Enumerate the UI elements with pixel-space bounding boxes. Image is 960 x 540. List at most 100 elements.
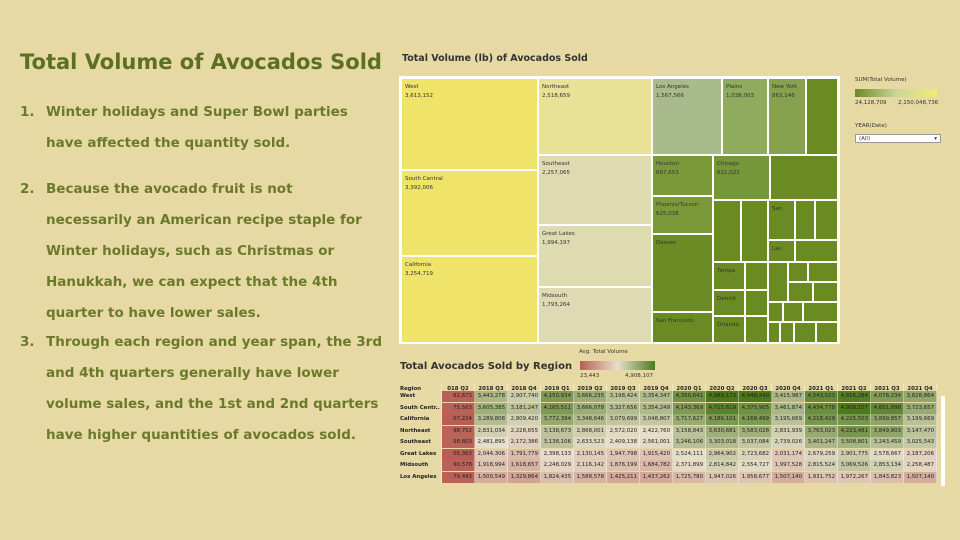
- column-header: 2021 Q1: [805, 384, 838, 395]
- heatmap-cell: 3,199,669: [904, 414, 937, 425]
- tile-label: Los Angeles: [656, 84, 689, 90]
- heatmap-cell: 3,025,543: [904, 437, 937, 448]
- treemap-tile: Northeast 2,518,659: [538, 78, 652, 155]
- heatmap-cell: 2,831,939: [772, 425, 805, 437]
- treemap-tile: Houston 687,653: [652, 155, 713, 196]
- tile-value: 1,567,566: [656, 93, 684, 99]
- heatmap-cell: 3,289,808: [475, 414, 508, 425]
- heatmap-cell: 3,303,018: [706, 437, 739, 448]
- tile-label: New York: [772, 84, 798, 90]
- tile-label: South Central: [405, 176, 443, 182]
- table-legend-min: 23,443: [580, 373, 600, 379]
- treemap-tile: Tampa: [713, 262, 745, 290]
- heatmap-cell: 2,679,259: [805, 448, 838, 460]
- row-label: South Centr..: [398, 402, 442, 414]
- heatmap-cell: 4,150,934: [541, 391, 574, 402]
- heatmap-cell: 4,168,499: [739, 414, 772, 425]
- heatmap-cell: 2,130,145: [574, 448, 607, 460]
- treemap-tile: [745, 262, 768, 290]
- heatmap-cell: 2,578,667: [871, 448, 904, 460]
- year-filter[interactable]: (All) ▾: [855, 134, 941, 143]
- treemap-tile: New York 863,146: [768, 78, 806, 155]
- tile-value: 2,518,659: [542, 93, 570, 99]
- heatmap-cell: 1,437,262: [640, 471, 673, 483]
- scrollbar[interactable]: [941, 396, 945, 486]
- heatmap-cell: 2,633,523: [574, 437, 607, 448]
- treemap-tile: Great Lakes 1,994,197: [538, 225, 652, 287]
- heatmap-cell: 2,815,524: [805, 460, 838, 471]
- treemap-tile: [813, 282, 838, 302]
- heatmap-cell: 3,443,278: [475, 391, 508, 402]
- heatmap-cell: 3,138,106: [541, 437, 574, 448]
- heatmap-cell: 2,187,206: [904, 448, 937, 460]
- heatmap-cell: 4,434,778: [805, 402, 838, 414]
- heatmap-cell: 2,561,001: [640, 437, 673, 448]
- point-text: Because the avocado fruit is not: [46, 181, 293, 197]
- row-label: California: [398, 414, 442, 425]
- treemap-tile: [788, 262, 808, 282]
- column-header: 2021 Q4: [904, 384, 937, 395]
- heatmap-cell: 3,717,627: [673, 414, 706, 425]
- heatmap-cell: 05,363: [442, 448, 475, 460]
- treemap-tile: Chicago 621,021: [713, 155, 770, 200]
- heatmap-cell: 1,329,864: [508, 471, 541, 483]
- tile-value: 1,038,003: [726, 93, 754, 99]
- tile-value: 863,146: [772, 93, 795, 99]
- heatmap-cell: 3,666,235: [574, 391, 607, 402]
- heatmap-cell: 3,899,857: [871, 414, 904, 425]
- heatmap-cell: 1,918,994: [475, 460, 508, 471]
- column-header: 2020 Q4: [772, 384, 805, 395]
- heatmap-cell: 3,508,801: [838, 437, 871, 448]
- heatmap-cell: 4,948,440: [739, 391, 772, 402]
- tile-value: 3,392,006: [405, 185, 433, 191]
- treemap-tile: [816, 322, 838, 343]
- treemap: West 3,613,152 South Central 3,392,006 Calif…: [399, 76, 840, 344]
- table-title: Total Avocados Sold by Region: [400, 361, 573, 372]
- heatmap-cell: 2,853,134: [871, 460, 904, 471]
- heatmap-cell: 4,715,619: [706, 402, 739, 414]
- heatmap-cell: 4,078,234: [871, 391, 904, 402]
- heatmap-cell: 1,507,140: [772, 471, 805, 483]
- tile-label: Midsouth: [542, 293, 568, 299]
- tile-label: Southeast: [542, 161, 570, 167]
- row-label: Great Lakes: [398, 448, 442, 460]
- heatmap-cell: 1,684,782: [640, 460, 673, 471]
- column-header: 2021 Q3: [871, 384, 904, 395]
- heatmap-cell: 3,069,526: [838, 460, 871, 471]
- heatmap-cell: 3,828,864: [904, 391, 937, 402]
- treemap-tile: [770, 155, 838, 200]
- tile-label: California: [405, 262, 432, 268]
- heatmap-cell: 2,398,133: [541, 448, 574, 460]
- row-label: West: [398, 391, 442, 402]
- tile-label: Phoenix/Tucson: [656, 202, 699, 208]
- heatmap-cell: 3,354,249: [640, 402, 673, 414]
- heatmap-cell: 1,915,420: [640, 448, 673, 460]
- heatmap-cell: 1,725,780: [673, 471, 706, 483]
- heatmap-cell: 3,079,699: [607, 414, 640, 425]
- heatmap-cell: 1,931,752: [805, 471, 838, 483]
- heatmap-cell: 2,901,775: [838, 448, 871, 460]
- tile-value: 3,613,152: [405, 93, 433, 99]
- heatmap-cell: 3,583,028: [739, 425, 772, 437]
- heatmap-cell: 75,563: [442, 402, 475, 414]
- tile-value: 1,994,197: [542, 240, 570, 246]
- heatmap-cell: 2,831,034: [475, 425, 508, 437]
- column-header: 2021 Q2: [838, 384, 871, 395]
- heatmap-cell: 1,588,578: [574, 471, 607, 483]
- slide-title: Total Volume of Avocados Sold: [20, 50, 382, 74]
- heatmap-cell: 3,605,385: [475, 402, 508, 414]
- point-text: necessarily an American recipe staple fo…: [46, 212, 362, 228]
- heatmap-cell: 4,186,101: [706, 414, 739, 425]
- heatmap-cell: 1,843,823: [871, 471, 904, 483]
- heatmap-cell: 4,143,369: [673, 402, 706, 414]
- legend-max: 2,150,048,736: [898, 100, 939, 106]
- tile-label: Denver: [656, 240, 677, 246]
- heatmap-cell: 3,138,673: [541, 425, 574, 437]
- tile-label: San Francisco: [656, 318, 694, 324]
- heatmap-cell: 3,348,646: [574, 414, 607, 425]
- heatmap-cell: 1,618,657: [508, 460, 541, 471]
- row-label: Los Angeles: [398, 471, 442, 483]
- heatmap-table: Region 018 Q2 2018 Q3 2018 Q4 2019 Q1 2019 Q2…: [398, 384, 940, 486]
- heatmap-cell: 3,195,669: [772, 414, 805, 425]
- heatmap-cell: 4,543,523: [805, 391, 838, 402]
